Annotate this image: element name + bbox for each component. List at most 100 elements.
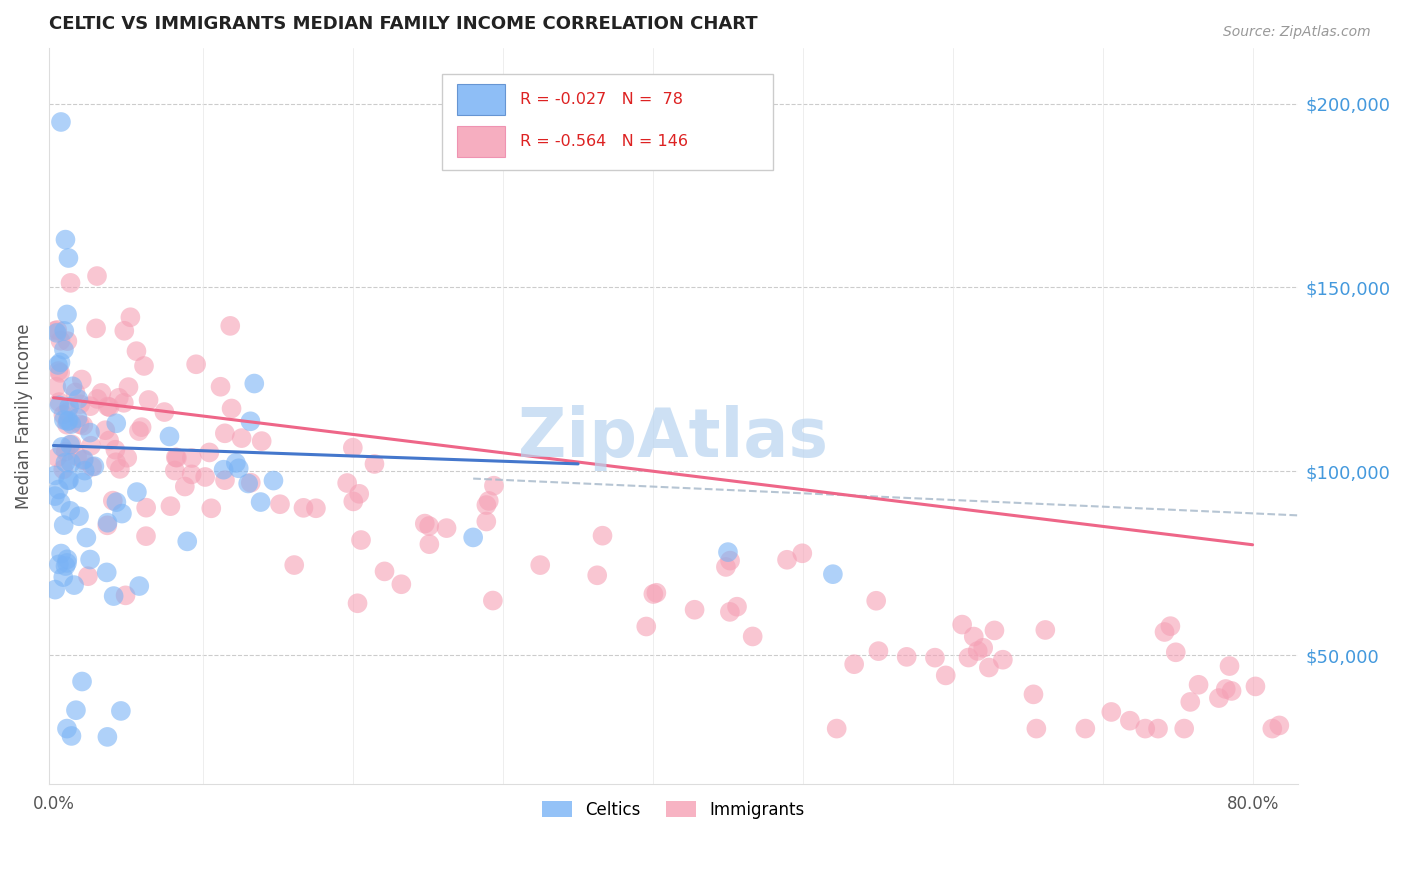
Celtics [128,579,150,593]
Celtics [105,495,128,509]
Immigrants [135,529,157,543]
Immigrants [418,519,440,533]
Celtics [75,531,97,545]
Celtics [48,483,70,497]
Celtics [51,440,73,454]
Immigrants [924,650,946,665]
Celtics [79,552,101,566]
Immigrants [56,417,79,432]
Celtics [56,308,79,322]
Immigrants [101,493,124,508]
Celtics [46,358,69,372]
Text: CELTIC VS IMMIGRANTS MEDIAN FAMILY INCOME CORRELATION CHART: CELTIC VS IMMIGRANTS MEDIAN FAMILY INCOM… [49,15,758,33]
Immigrants [963,630,986,644]
Celtics [105,417,128,431]
Immigrants [1025,722,1047,736]
Immigrants [1074,722,1097,736]
Immigrants [475,515,498,529]
Immigrants [97,400,120,414]
Celtics [125,485,148,500]
Immigrants [776,553,799,567]
Celtics [52,413,75,427]
Celtics [49,115,72,129]
Immigrants [59,276,82,290]
Celtics [212,463,235,477]
Immigrants [198,445,221,459]
Immigrants [104,455,127,469]
Immigrants [1022,687,1045,701]
Immigrants [69,397,91,411]
Immigrants [482,479,505,493]
Y-axis label: Median Family Income: Median Family Income [15,323,32,508]
Immigrants [60,437,83,451]
Text: ZipAtlas: ZipAtlas [519,405,828,471]
Immigrants [231,431,253,445]
Immigrants [115,450,138,465]
Celtics [62,379,84,393]
Celtics [49,496,72,510]
Immigrants [935,668,957,682]
Immigrants [66,449,89,463]
Immigrants [114,588,136,602]
Immigrants [714,560,737,574]
Immigrants [221,401,243,416]
Celtics [59,504,82,518]
Celtics [243,376,266,391]
Immigrants [135,500,157,515]
Immigrants [98,400,121,414]
Immigrants [132,359,155,373]
Immigrants [56,405,79,419]
Immigrants [1147,722,1170,736]
Immigrants [436,521,458,535]
Celtics [239,414,262,428]
Celtics [238,476,260,491]
Immigrants [1099,705,1122,719]
Immigrants [214,426,236,441]
Immigrants [1220,684,1243,698]
Immigrants [972,640,994,655]
Immigrants [125,344,148,359]
Immigrants [347,487,370,501]
Immigrants [592,529,614,543]
Celtics [49,547,72,561]
Celtics [717,545,740,559]
Immigrants [94,423,117,437]
Immigrants [184,357,207,371]
Celtics [52,518,75,533]
Immigrants [52,462,75,476]
Immigrants [165,450,187,465]
Immigrants [86,268,108,283]
Immigrants [86,392,108,406]
Celtics [48,558,70,572]
Immigrants [153,405,176,419]
Celtics [56,722,79,736]
Celtics [79,425,101,440]
Immigrants [219,318,242,333]
Celtics [249,495,271,509]
Immigrants [1119,714,1142,728]
Celtics [159,429,181,443]
Immigrants [108,462,131,476]
Celtics [103,589,125,603]
Immigrants [478,494,501,508]
Immigrants [1261,722,1284,736]
Celtics [83,459,105,474]
Immigrants [90,385,112,400]
Immigrants [342,494,364,508]
Celtics [44,468,66,483]
Celtics [56,552,79,566]
Immigrants [1033,623,1056,637]
Immigrants [1180,695,1202,709]
Immigrants [214,473,236,487]
Celtics [56,473,79,487]
Immigrants [950,617,973,632]
Immigrants [844,657,866,672]
Text: R = -0.564   N = 146: R = -0.564 N = 146 [520,134,688,149]
Immigrants [96,518,118,533]
Immigrants [46,323,69,337]
Immigrants [45,380,67,394]
Immigrants [292,500,315,515]
Immigrants [1187,678,1209,692]
Celtics [67,509,90,524]
Text: Source: ZipAtlas.com: Source: ZipAtlas.com [1223,25,1371,39]
